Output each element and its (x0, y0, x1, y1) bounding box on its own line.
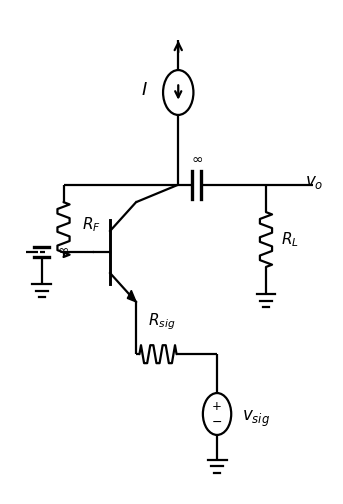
Text: $v_{sig}$: $v_{sig}$ (243, 409, 270, 429)
Text: $I$: $I$ (141, 81, 148, 99)
Text: +: + (212, 400, 222, 413)
Text: $R_{sig}$: $R_{sig}$ (147, 311, 175, 332)
Text: $v_o$: $v_o$ (305, 173, 323, 191)
Text: $R_F$: $R_F$ (82, 215, 101, 234)
Text: $R_L$: $R_L$ (281, 230, 299, 249)
Text: $\infty$: $\infty$ (191, 152, 203, 166)
Text: −: − (212, 416, 222, 429)
Text: $\infty$: $\infty$ (57, 242, 69, 257)
Polygon shape (127, 290, 136, 302)
